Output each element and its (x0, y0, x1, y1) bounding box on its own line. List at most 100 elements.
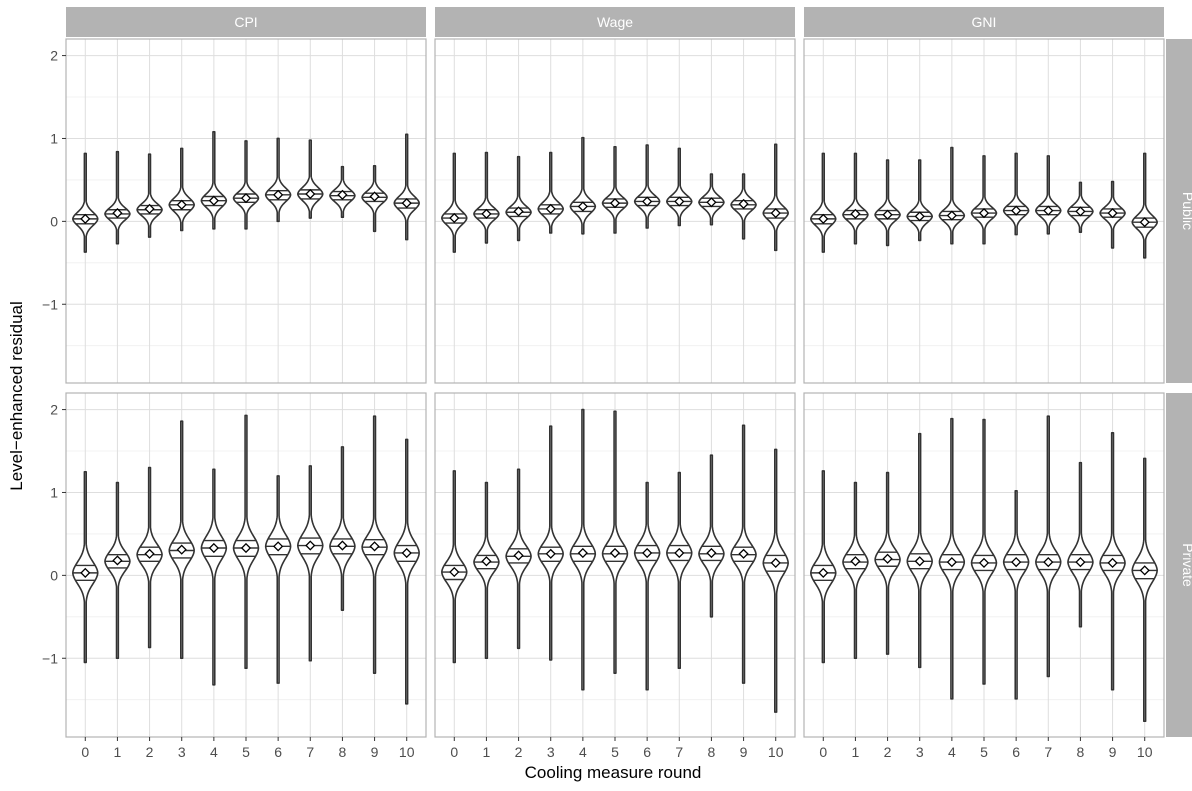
violin-body (72, 470, 99, 664)
strip-label: GNI (972, 14, 997, 30)
mean-marker (481, 208, 492, 220)
violin (1099, 180, 1126, 249)
x-tick-label: 10 (1137, 744, 1153, 760)
violin-body (970, 155, 998, 245)
mean-marker (176, 199, 187, 210)
mean-marker (1011, 556, 1022, 568)
violin (569, 136, 597, 235)
mean-marker (305, 188, 316, 200)
violin (1002, 490, 1030, 700)
violin (633, 144, 661, 229)
violin (136, 153, 163, 238)
violin (232, 140, 260, 230)
mean-marker (850, 208, 861, 220)
strip-label: Public (1180, 192, 1192, 230)
x-tick-label: 2 (146, 744, 154, 760)
violin (633, 481, 661, 691)
mean-marker (208, 195, 219, 206)
violin (264, 137, 292, 223)
violin (505, 468, 532, 650)
x-tick-label: 10 (768, 744, 784, 760)
violin-body (601, 145, 629, 234)
x-tick-label: 1 (852, 744, 860, 760)
x-tick-label: 6 (643, 744, 651, 760)
violin (666, 147, 693, 227)
mean-marker (1043, 205, 1054, 216)
x-tick-label: 1 (114, 744, 122, 760)
violins-layer (72, 131, 1159, 723)
violin (104, 150, 131, 245)
strip-wage: Wage (435, 7, 795, 37)
violin (473, 151, 500, 244)
x-tick-label: 7 (306, 744, 314, 760)
violin (200, 131, 228, 230)
violin-body (762, 448, 789, 713)
violin-body (842, 481, 869, 660)
violin (1131, 152, 1159, 259)
violin-body (762, 143, 789, 252)
mean-marker (545, 548, 556, 559)
y-tick-label: 1 (50, 484, 58, 500)
violin-body (537, 151, 564, 234)
x-tick-label: 4 (210, 744, 218, 760)
violin (361, 415, 388, 674)
x-tick-label: 0 (819, 744, 827, 760)
violin (938, 417, 966, 700)
x-tick-label: 9 (371, 744, 379, 760)
strip-label: CPI (234, 14, 257, 30)
mean-marker (1139, 217, 1150, 228)
violin (1035, 155, 1062, 235)
strip-public: Public (1166, 39, 1192, 383)
mean-marker (1011, 205, 1022, 216)
violin (329, 446, 356, 611)
mean-marker (369, 191, 380, 202)
violin-body (232, 414, 260, 669)
violin (537, 151, 564, 234)
mean-marker (818, 567, 829, 578)
mean-marker (914, 556, 925, 567)
violin (698, 454, 725, 618)
mean-marker (80, 213, 91, 224)
violins-wage-private (441, 408, 789, 713)
x-tick-label: 2 (515, 744, 523, 760)
violin (1035, 415, 1062, 678)
violin (1067, 181, 1094, 233)
mean-marker (642, 547, 653, 559)
mean-marker (1139, 565, 1150, 576)
strip-background (435, 7, 795, 37)
mean-marker (208, 542, 219, 554)
mean-marker (706, 547, 717, 559)
violin-body (200, 468, 228, 686)
violin (730, 424, 757, 684)
strip-background (66, 7, 426, 37)
violin-body (874, 159, 901, 247)
violin (232, 414, 260, 669)
mean-marker (978, 557, 990, 569)
mean-marker (770, 557, 781, 569)
violin (698, 173, 725, 226)
violin (329, 165, 356, 219)
violin (601, 145, 629, 234)
violin (441, 152, 468, 253)
violin (906, 432, 933, 669)
x-tick-label: 9 (740, 744, 748, 760)
y-axis-title: Level−enhanced residual (7, 301, 26, 491)
mean-marker (1043, 556, 1054, 568)
violin (762, 448, 789, 713)
violin (168, 147, 195, 232)
x-tick-label: 2 (884, 744, 892, 760)
x-tick-label: 5 (242, 744, 250, 760)
x-tick-label: 6 (1012, 744, 1020, 760)
mean-marker (449, 212, 460, 224)
violin (906, 159, 933, 242)
mean-marker (112, 207, 123, 219)
x-tick-label: 3 (916, 744, 924, 760)
violin (842, 481, 869, 660)
violin-body (1131, 457, 1158, 723)
violin (1131, 457, 1158, 723)
mean-marker (738, 198, 749, 210)
mean-marker (513, 550, 524, 561)
violin-body (1002, 490, 1030, 700)
violin (200, 468, 228, 686)
